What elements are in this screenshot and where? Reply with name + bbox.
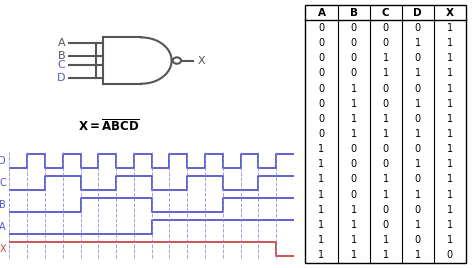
Text: 0: 0 <box>350 189 356 200</box>
Text: 0: 0 <box>319 99 325 109</box>
Text: 1: 1 <box>319 189 325 200</box>
Text: 1: 1 <box>350 84 356 94</box>
Text: 1: 1 <box>319 174 325 184</box>
Text: C: C <box>382 8 390 18</box>
Text: 1: 1 <box>319 144 325 154</box>
Text: 0: 0 <box>319 68 325 79</box>
Text: 1: 1 <box>350 250 356 260</box>
Text: 1: 1 <box>350 99 356 109</box>
Text: 0: 0 <box>383 159 389 169</box>
Text: 0: 0 <box>383 23 389 33</box>
Text: 1: 1 <box>447 68 453 79</box>
Text: 1: 1 <box>383 129 389 139</box>
Text: 0: 0 <box>350 53 356 63</box>
Text: B: B <box>0 200 6 210</box>
Text: 1: 1 <box>350 205 356 215</box>
Text: 0: 0 <box>383 144 389 154</box>
Text: 0: 0 <box>319 23 325 33</box>
Circle shape <box>173 57 181 64</box>
Text: 1: 1 <box>447 220 453 230</box>
Text: 1: 1 <box>447 53 453 63</box>
Text: 0: 0 <box>350 144 356 154</box>
Text: 0: 0 <box>415 114 421 124</box>
Text: 1: 1 <box>447 99 453 109</box>
Text: 1: 1 <box>415 189 421 200</box>
Text: 0: 0 <box>319 38 325 48</box>
Text: 1: 1 <box>447 84 453 94</box>
Text: 1: 1 <box>447 23 453 33</box>
Text: 1: 1 <box>350 129 356 139</box>
Text: 1: 1 <box>319 235 325 245</box>
Text: 1: 1 <box>350 114 356 124</box>
Text: $\mathbf{X = \overline{ABCD}}$: $\mathbf{X = \overline{ABCD}}$ <box>78 118 140 134</box>
Text: 0: 0 <box>350 68 356 79</box>
Text: 0: 0 <box>350 23 356 33</box>
Text: 0: 0 <box>415 53 421 63</box>
Text: 1: 1 <box>415 159 421 169</box>
Text: 0: 0 <box>383 84 389 94</box>
Text: 0: 0 <box>415 23 421 33</box>
Text: 0: 0 <box>383 205 389 215</box>
Text: 0: 0 <box>350 174 356 184</box>
Text: 0: 0 <box>415 235 421 245</box>
Text: 0: 0 <box>319 53 325 63</box>
Text: 1: 1 <box>383 189 389 200</box>
Text: 1: 1 <box>447 189 453 200</box>
Text: 1: 1 <box>415 129 421 139</box>
Text: A: A <box>58 38 65 48</box>
Text: X: X <box>198 55 205 66</box>
Text: 1: 1 <box>447 205 453 215</box>
Text: 1: 1 <box>447 114 453 124</box>
Text: 1: 1 <box>319 159 325 169</box>
Text: 0: 0 <box>319 129 325 139</box>
Text: 1: 1 <box>447 38 453 48</box>
Text: 1: 1 <box>383 174 389 184</box>
Text: 0: 0 <box>350 159 356 169</box>
Text: 1: 1 <box>415 38 421 48</box>
Text: 1: 1 <box>319 250 325 260</box>
Text: A: A <box>318 8 326 18</box>
Text: 0: 0 <box>319 114 325 124</box>
Text: 0: 0 <box>383 220 389 230</box>
Text: B: B <box>349 8 357 18</box>
Text: 0: 0 <box>447 250 453 260</box>
Text: D: D <box>413 8 422 18</box>
Text: 1: 1 <box>447 159 453 169</box>
Text: 1: 1 <box>383 235 389 245</box>
Text: 1: 1 <box>447 174 453 184</box>
Text: 1: 1 <box>319 205 325 215</box>
Text: 1: 1 <box>415 68 421 79</box>
Text: 1: 1 <box>350 235 356 245</box>
Text: 1: 1 <box>383 250 389 260</box>
Text: 1: 1 <box>447 144 453 154</box>
Text: 1: 1 <box>447 235 453 245</box>
Text: X: X <box>0 244 6 254</box>
Text: 1: 1 <box>350 220 356 230</box>
Text: X: X <box>446 8 454 18</box>
Text: A: A <box>0 222 6 232</box>
Text: 0: 0 <box>383 38 389 48</box>
Text: D: D <box>0 156 6 166</box>
Text: 1: 1 <box>383 68 389 79</box>
Text: C: C <box>0 178 6 188</box>
Text: 0: 0 <box>383 99 389 109</box>
Text: 1: 1 <box>415 99 421 109</box>
Text: 1: 1 <box>415 220 421 230</box>
Text: 0: 0 <box>415 144 421 154</box>
Text: 1: 1 <box>383 53 389 63</box>
Text: 0: 0 <box>415 205 421 215</box>
Text: 1: 1 <box>319 220 325 230</box>
Text: C: C <box>58 60 65 70</box>
Text: D: D <box>57 73 65 83</box>
Text: 0: 0 <box>415 84 421 94</box>
Text: 1: 1 <box>447 129 453 139</box>
Text: 0: 0 <box>350 38 356 48</box>
Text: 1: 1 <box>415 250 421 260</box>
Text: B: B <box>58 51 65 61</box>
Text: 0: 0 <box>415 174 421 184</box>
Text: 1: 1 <box>383 114 389 124</box>
Text: 0: 0 <box>319 84 325 94</box>
